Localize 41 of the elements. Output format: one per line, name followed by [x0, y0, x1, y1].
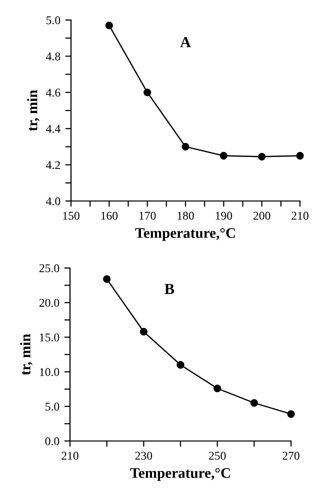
point: [103, 275, 111, 283]
y-tick-label: 25.0: [39, 264, 60, 272]
point: [140, 328, 148, 336]
y-tick-label: 15.0: [40, 333, 60, 342]
point: [214, 384, 222, 392]
x-tick-label: 250: [208, 452, 226, 460]
y-tick-label: 5.0: [46, 16, 60, 24]
point: [105, 22, 113, 30]
y-tick-label: 4.2: [46, 161, 60, 170]
y-tick-label: 4.8: [46, 52, 60, 60]
point: [287, 410, 295, 418]
annotation: B: [164, 284, 174, 294]
y-axis-title: tr, min: [20, 334, 33, 376]
x-tick-label: 160: [101, 212, 118, 220]
point: [144, 88, 152, 96]
x-tick-label: 270: [282, 452, 300, 460]
point: [176, 361, 184, 369]
x-axis-title: Temperature,°C: [130, 468, 230, 481]
x-axis-title: Temperature,°C: [135, 228, 235, 241]
annotation: A: [180, 37, 191, 48]
point: [296, 152, 304, 160]
x-tick-label: 150: [63, 212, 80, 220]
x-tick-label: 180: [178, 212, 194, 220]
point: [250, 399, 258, 407]
y-tick-label: 10.0: [40, 368, 60, 376]
point: [258, 152, 266, 160]
y-tick-label: 4.0: [46, 197, 60, 206]
y-tick-label: 5.0: [46, 402, 60, 411]
y-tick-label: 4.6: [46, 88, 60, 97]
point: [182, 142, 190, 151]
x-tick-label: 230: [135, 452, 152, 460]
x-tick-label: 210: [62, 452, 78, 460]
x-tick-label: 190: [216, 212, 232, 220]
y-tick-label: 4.4: [46, 124, 60, 133]
x-tick-label: 210: [292, 212, 308, 220]
x-tick-label: 170: [140, 212, 156, 220]
y-axis-title: tr, min: [27, 90, 40, 132]
x-tick-label: 200: [254, 212, 270, 220]
point: [220, 152, 228, 160]
y-tick-label: 0.0: [45, 437, 60, 446]
y-tick-label: 20.0: [39, 298, 60, 307]
